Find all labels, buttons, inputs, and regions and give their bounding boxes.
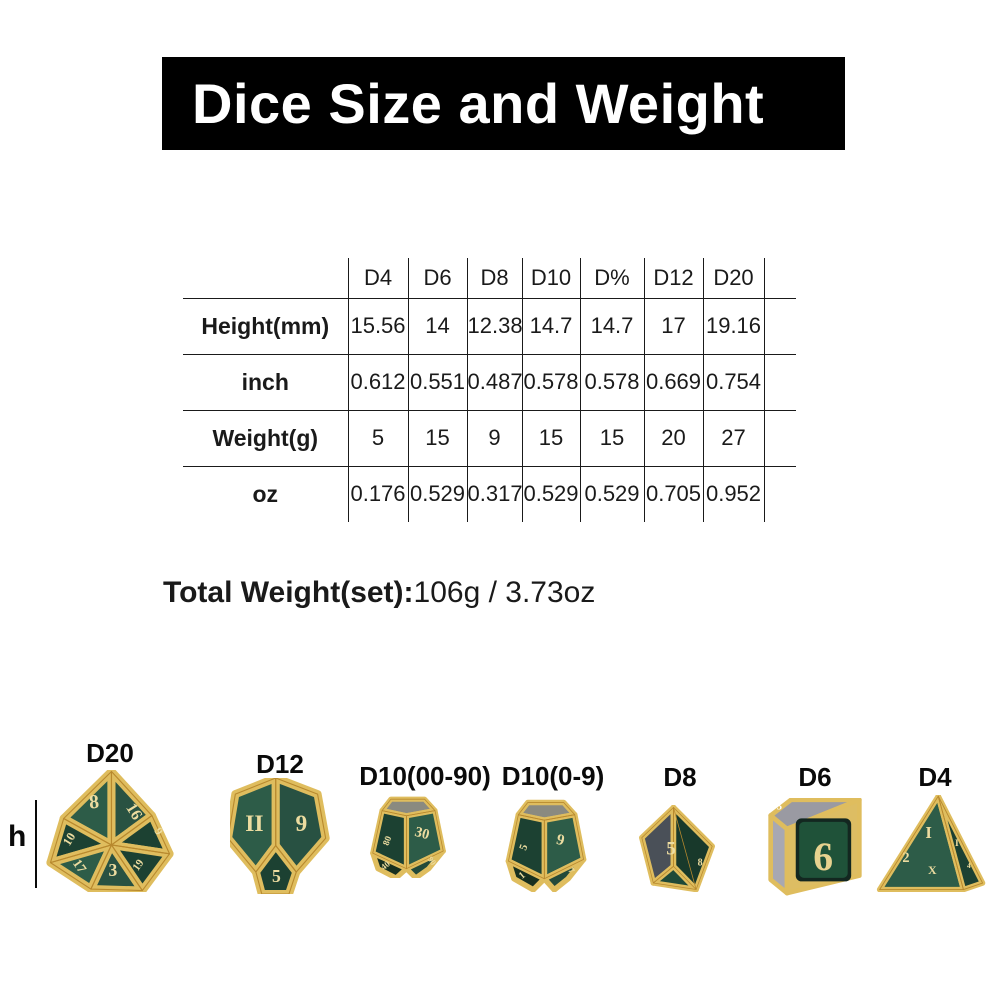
svg-text:I: I — [955, 838, 959, 849]
svg-text:X: X — [928, 863, 937, 877]
svg-text:5: 5 — [666, 838, 676, 859]
svg-text:9: 9 — [296, 811, 308, 837]
svg-text:II: II — [245, 811, 263, 837]
svg-text:4: 4 — [967, 861, 971, 870]
svg-text:I: I — [925, 823, 932, 842]
svg-text:8: 8 — [698, 857, 703, 868]
svg-text:5: 5 — [777, 802, 782, 813]
svg-text:6: 6 — [813, 835, 833, 879]
svg-text:2: 2 — [902, 850, 909, 866]
svg-text:8: 8 — [88, 791, 100, 814]
svg-text:5: 5 — [272, 866, 281, 886]
svg-text:3: 3 — [109, 860, 118, 880]
